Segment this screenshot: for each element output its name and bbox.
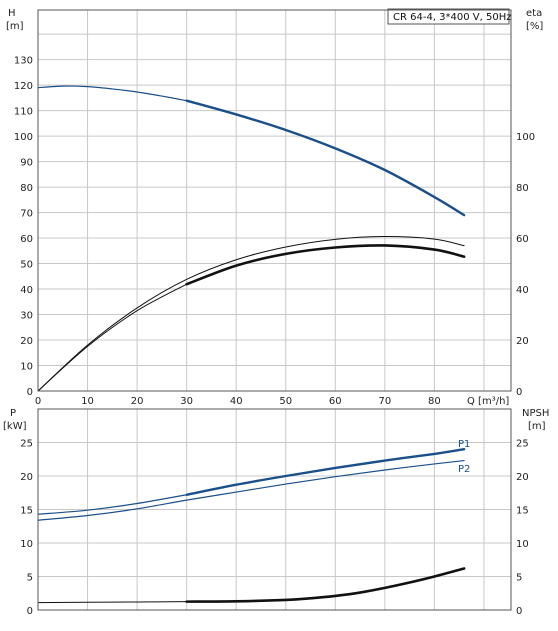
top-series-line-0 [37, 85, 188, 102]
legend-text: CR 64-4, 3*400 V, 50Hz [393, 12, 511, 23]
top-right-tick-label: 0 [516, 387, 522, 398]
bottom-right-tick-label: 20 [516, 472, 529, 483]
top-right-tick-label: 20 [516, 336, 529, 347]
top-series-line-1 [185, 99, 466, 217]
x-tick-label: 70 [378, 396, 391, 407]
top-left-tick-label: 70 [20, 209, 33, 220]
top-left-tick-label: 30 [20, 311, 33, 322]
top-left-tick-label: 80 [20, 183, 33, 194]
bottom-panel-frame [37, 408, 512, 611]
x-tick-label: 40 [230, 396, 243, 407]
x-tick-label: 60 [329, 396, 342, 407]
series-layer [37, 85, 466, 604]
bottom-series-line-1 [185, 448, 466, 496]
x-tick-label: 50 [279, 396, 292, 407]
x-axis-label: Q [m³/h] [467, 396, 509, 407]
x-tick-label: 30 [180, 396, 193, 407]
top-left-tick-label: 100 [14, 132, 33, 143]
curve-label-p1: P1 [458, 439, 470, 450]
x-tick-label: 20 [131, 396, 144, 407]
bottom-right-tick-label: 15 [516, 506, 529, 517]
top-left-tick-label: 110 [14, 107, 33, 118]
grid-layer [38, 10, 511, 610]
bottom-series-line-4 [185, 567, 466, 603]
bottom-right-tick-label: 5 [516, 573, 522, 584]
top-left-tick-label: 10 [20, 362, 33, 373]
top-right-axis-label-unit: [%] [526, 21, 543, 32]
bottom-series-line-0 [37, 494, 188, 515]
bottom-right-axis-label-unit: [m] [528, 421, 546, 432]
bottom-left-axis-label-quantity: P [10, 408, 16, 419]
top-series-line-3 [185, 244, 466, 286]
top-left-tick-label: 40 [20, 285, 33, 296]
legend-box: CR 64-4, 3*400 V, 50Hz [387, 8, 511, 25]
top-series-line-4 [37, 236, 465, 392]
bottom-left-tick-label: 15 [20, 506, 33, 517]
top-panel-frame [37, 9, 512, 392]
top-left-tick-label: 0 [27, 387, 33, 398]
bottom-series-line-3 [37, 601, 188, 604]
bottom-left-tick-label: 20 [20, 472, 33, 483]
bottom-right-axis-label-quantity: NPSH [522, 408, 549, 419]
x-tick-label: 80 [428, 396, 441, 407]
top-right-tick-label: 40 [516, 285, 529, 296]
top-left-axis-label-unit: [m] [6, 21, 24, 32]
top-right-tick-label: 60 [516, 234, 529, 245]
bottom-right-tick-label: 0 [516, 606, 522, 617]
bottom-right-tick-label: 25 [516, 439, 529, 450]
bottom-left-tick-label: 5 [27, 573, 33, 584]
top-left-tick-label: 20 [20, 336, 33, 347]
top-left-tick-label: 120 [14, 81, 33, 92]
x-tick-label: 10 [81, 396, 94, 407]
x-tick-label: 0 [35, 396, 41, 407]
top-left-tick-label: 130 [14, 56, 33, 67]
legend-frame [387, 8, 510, 25]
top-right-tick-label: 100 [516, 132, 535, 143]
bottom-left-axis-label-unit: [kW] [3, 421, 27, 432]
top-right-tick-label: 80 [516, 183, 529, 194]
top-left-axis-label-quantity: H [8, 8, 16, 19]
top-left-tick-label: 50 [20, 260, 33, 271]
top-left-tick-label: 90 [20, 158, 33, 169]
top-left-tick-label: 60 [20, 234, 33, 245]
tick-label-layer: 0102030405060708090100110120130020406080… [14, 56, 535, 617]
top-right-axis-label-quantity: eta [526, 8, 542, 19]
bottom-left-tick-label: 0 [27, 606, 33, 617]
bottom-left-tick-label: 25 [20, 439, 33, 450]
bottom-right-tick-label: 10 [516, 539, 529, 550]
bottom-left-tick-label: 10 [20, 539, 33, 550]
curve-label-p2: P2 [458, 464, 470, 475]
bottom-series-line-2 [37, 459, 465, 521]
